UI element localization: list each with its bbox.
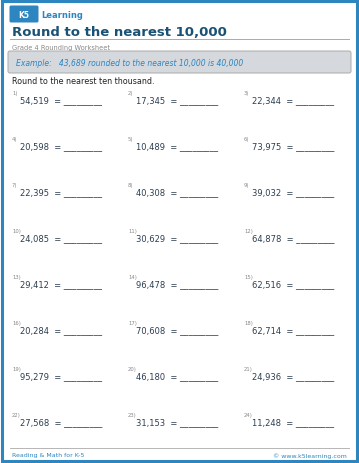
- Text: Round to the nearest ten thousand.: Round to the nearest ten thousand.: [12, 77, 154, 86]
- Text: 40,308  = _________: 40,308 = _________: [136, 188, 218, 197]
- Text: 7): 7): [12, 182, 18, 188]
- Text: 15): 15): [244, 275, 253, 279]
- Text: 62,516  = _________: 62,516 = _________: [252, 280, 334, 289]
- Text: 31,153  = _________: 31,153 = _________: [136, 418, 218, 426]
- Text: Example:   43,689 rounded to the nearest 10,000 is 40,000: Example: 43,689 rounded to the nearest 1…: [16, 58, 243, 67]
- Text: 20,284  = _________: 20,284 = _________: [20, 326, 102, 335]
- Text: 22,395  = _________: 22,395 = _________: [20, 188, 102, 197]
- Text: 20): 20): [128, 366, 137, 371]
- Text: 20,598  = _________: 20,598 = _________: [20, 142, 102, 151]
- Text: Learning: Learning: [41, 11, 83, 19]
- Text: 30,629  = _________: 30,629 = _________: [136, 234, 218, 243]
- Text: Reading & Math for K-5: Reading & Math for K-5: [12, 452, 84, 457]
- Text: 11): 11): [128, 229, 137, 233]
- Text: 5): 5): [128, 137, 134, 142]
- Text: 39,032  = _________: 39,032 = _________: [252, 188, 334, 197]
- Text: 64,878  = _________: 64,878 = _________: [252, 234, 335, 243]
- Text: 17): 17): [128, 320, 137, 325]
- Text: 24,936  = _________: 24,936 = _________: [252, 372, 334, 381]
- Text: 1): 1): [12, 91, 18, 96]
- Text: 6): 6): [244, 137, 250, 142]
- Text: © www.k5learning.com: © www.k5learning.com: [273, 452, 347, 458]
- Text: 12): 12): [244, 229, 253, 233]
- Text: Round to the nearest 10,000: Round to the nearest 10,000: [12, 25, 227, 38]
- Text: 62,714  = _________: 62,714 = _________: [252, 326, 334, 335]
- Text: 4): 4): [12, 137, 18, 142]
- Text: 17,345  = _________: 17,345 = _________: [136, 96, 218, 105]
- Text: 10): 10): [12, 229, 21, 233]
- Text: 13): 13): [12, 275, 21, 279]
- Text: 16): 16): [12, 320, 21, 325]
- Text: 19): 19): [12, 366, 21, 371]
- Text: 14): 14): [128, 275, 137, 279]
- Text: 22): 22): [12, 412, 21, 417]
- FancyBboxPatch shape: [9, 6, 38, 24]
- Text: 73,975  = _________: 73,975 = _________: [252, 142, 334, 151]
- Text: 8): 8): [128, 182, 134, 188]
- FancyBboxPatch shape: [8, 52, 351, 74]
- Text: 22,344  = _________: 22,344 = _________: [252, 96, 334, 105]
- Text: 21): 21): [244, 366, 253, 371]
- Text: 24,085  = _________: 24,085 = _________: [20, 234, 102, 243]
- Text: 24): 24): [244, 412, 253, 417]
- Text: 96,478  = _________: 96,478 = _________: [136, 280, 218, 289]
- Text: K5: K5: [19, 11, 29, 19]
- Text: 27,568  = _________: 27,568 = _________: [20, 418, 102, 426]
- Text: 70,608  = _________: 70,608 = _________: [136, 326, 218, 335]
- Text: 10,489  = _________: 10,489 = _________: [136, 142, 218, 151]
- Text: 23): 23): [128, 412, 137, 417]
- Text: 29,412  = _________: 29,412 = _________: [20, 280, 102, 289]
- Text: 95,279  = _________: 95,279 = _________: [20, 372, 102, 381]
- Text: 54,519  = _________: 54,519 = _________: [20, 96, 102, 105]
- Text: 2): 2): [128, 91, 134, 96]
- Text: 46,180  = _________: 46,180 = _________: [136, 372, 218, 381]
- Text: 3): 3): [244, 91, 250, 96]
- Text: 9): 9): [244, 182, 250, 188]
- Text: 18): 18): [244, 320, 253, 325]
- Text: Grade 4 Rounding Worksheet: Grade 4 Rounding Worksheet: [12, 45, 110, 51]
- Text: 11,248  = _________: 11,248 = _________: [252, 418, 334, 426]
